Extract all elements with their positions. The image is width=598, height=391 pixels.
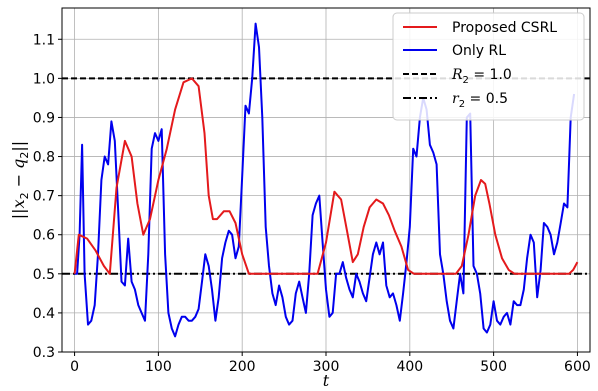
y-tick-label: 0.4: [33, 306, 55, 322]
legend-box: [392, 12, 585, 121]
x-tick-label: 0: [70, 359, 79, 375]
y-tick-label: 0.6: [33, 228, 55, 244]
y-axis-label-open: ||: [9, 208, 28, 219]
legend-label-csrl: Proposed CSRL: [452, 20, 557, 36]
y-tick-label: 1.1: [33, 32, 55, 48]
y-axis-label-sub2: 2: [18, 152, 31, 159]
legend-label-only-rl: Only RL: [452, 43, 506, 59]
y-tick-label: 1.0: [33, 71, 55, 87]
x-tick-label: 400: [396, 359, 423, 375]
y-tick-label: 0.7: [33, 189, 55, 205]
x-axis-ticks: 0 100 200 300 400 500 600: [70, 352, 591, 375]
y-axis-ticks: 0.3 0.4 0.5 0.6 0.7 0.8 0.9 1.0 1.1: [33, 32, 62, 361]
x-tick-label: 600: [564, 359, 591, 375]
x-tick-label: 300: [313, 359, 340, 375]
x-tick-label: 200: [229, 359, 256, 375]
y-tick-label: 0.8: [33, 150, 55, 166]
y-axis-label-minus: −: [9, 169, 28, 193]
legend-label-r2-inner: r2 = 0.5: [452, 91, 508, 110]
y-axis-label-sub1: 2: [18, 192, 31, 199]
y-axis-label-var1: x: [9, 199, 28, 208]
legend-label-r2-outer: R2 = 1.0: [451, 67, 512, 86]
x-tick-label: 100: [145, 359, 172, 375]
y-axis-label-close: ||: [9, 141, 28, 152]
series-line-only-rl: [74, 22, 576, 338]
x-axis-label: t: [323, 371, 330, 390]
x-tick-label: 500: [480, 359, 507, 375]
y-tick-label: 0.3: [33, 345, 55, 361]
series-line-proposed-csrl: [73, 77, 579, 275]
legend: Proposed CSRL Only RL R2 = 1.0 r2 = 0.5: [392, 12, 585, 121]
y-tick-label: 0.9: [33, 110, 55, 126]
y-axis-label-var2: q: [9, 159, 28, 169]
y-tick-label: 0.5: [33, 267, 55, 283]
y-axis-label: ||x2 − q2||: [9, 141, 31, 219]
series-layer: [62, 22, 590, 338]
